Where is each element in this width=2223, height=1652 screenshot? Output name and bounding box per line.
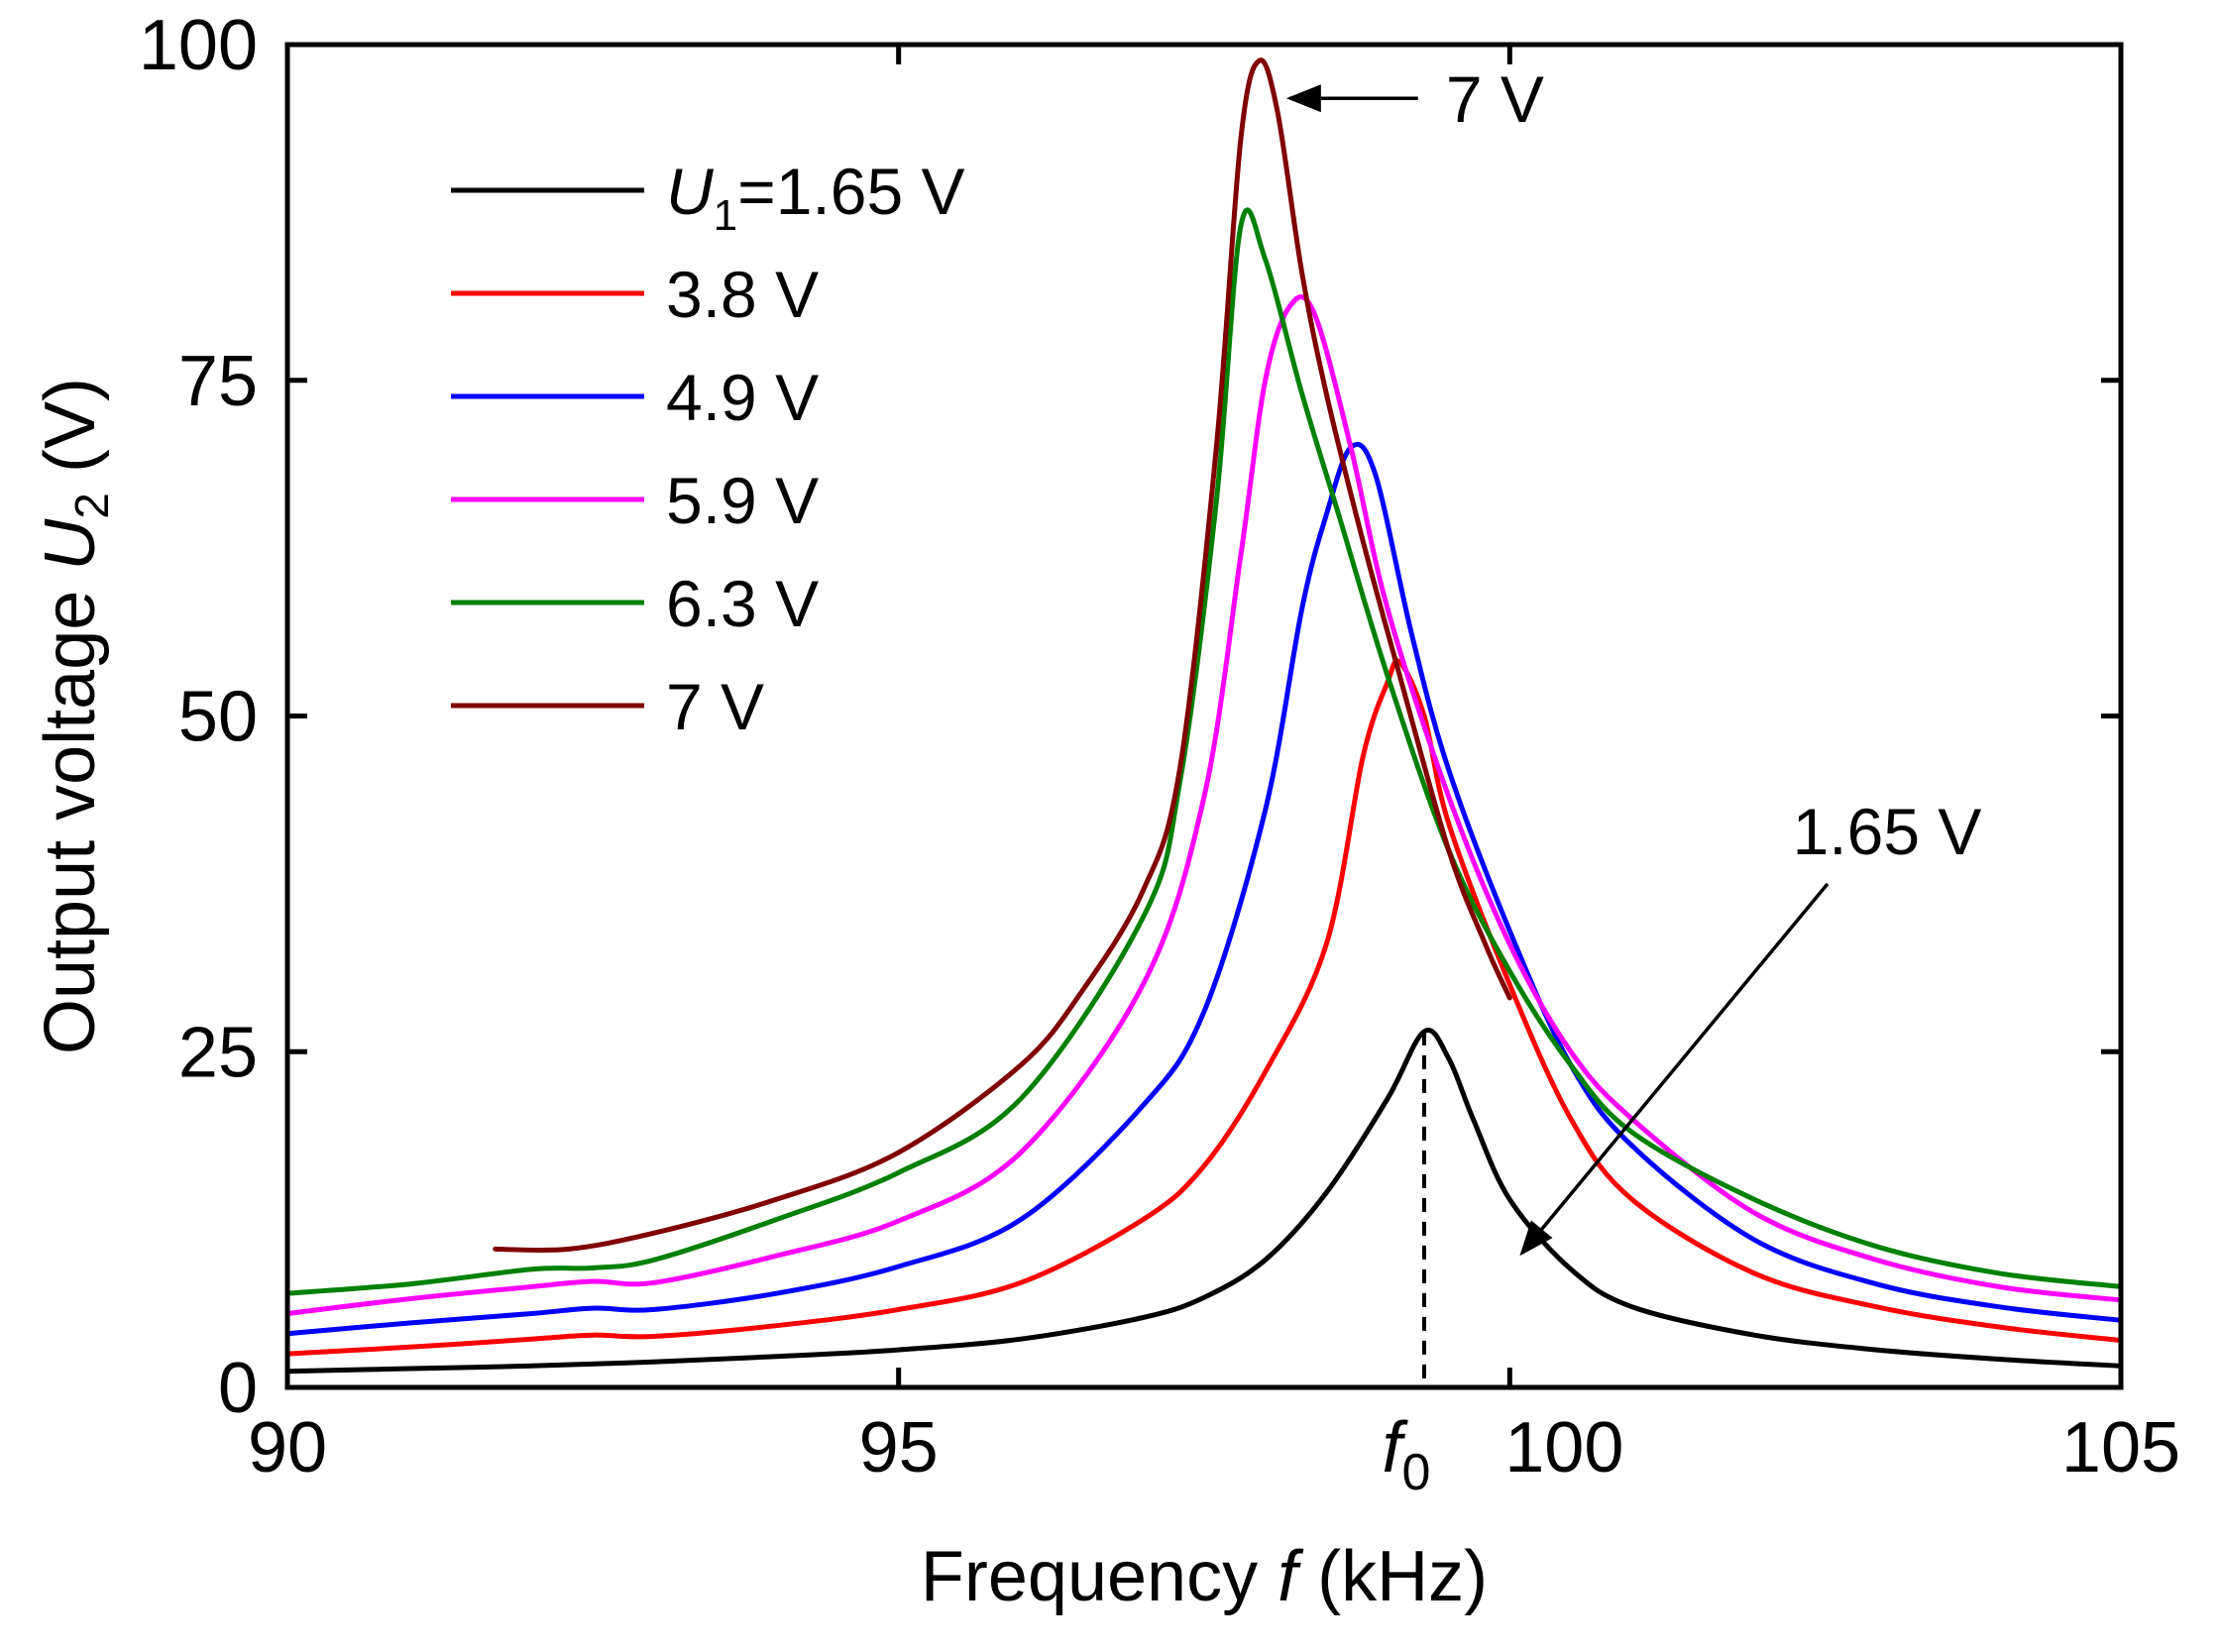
y-tick-label: 0: [218, 1349, 258, 1428]
series-line-2: [284, 441, 2124, 1337]
ticks-layer: 90 95 100 105 0 25 50 75 100: [139, 6, 2180, 1487]
legend-label-3: 5.9 V: [666, 464, 819, 537]
y-tick-label: 75: [178, 342, 258, 421]
x-axis-label: Frequency f (kHz): [921, 1537, 1488, 1616]
legend-label-0: U1=1.65 V: [666, 155, 965, 240]
y-tick-label: 25: [178, 1013, 258, 1092]
annotation-1-65v-label: 1.65 V: [1793, 795, 1982, 868]
y-axis-label: Output voltage U2 (V): [31, 378, 119, 1054]
plot-frame: [284, 42, 2124, 1390]
series-layer: [284, 57, 2124, 1375]
y-tick-label: 50: [178, 678, 258, 757]
x-tick-label: 90: [248, 1408, 327, 1487]
legend: U1=1.65 V 3.8 V 4.9 V 5.9 V 6.3 V 7 V: [451, 155, 965, 743]
x-tick-label: 95: [859, 1408, 939, 1487]
legend-label-4: 6.3 V: [666, 567, 819, 640]
series-line-5: [493, 57, 1512, 1254]
series-line-0: [284, 1028, 2124, 1375]
annotation-layer: 7 V 1.65 V: [1285, 62, 1982, 1257]
annotation-1-65v-arrow: [1519, 882, 1830, 1257]
legend-label-1: 3.8 V: [666, 258, 819, 331]
series-line-4: [284, 207, 2124, 1296]
legend-label-2: 4.9 V: [666, 361, 819, 434]
series-line-3: [284, 294, 2124, 1316]
f0-marker-layer: f0: [1383, 1031, 1431, 1501]
series-line-1: [284, 658, 2124, 1357]
x-tick-label: 105: [2061, 1408, 2180, 1487]
x-tick-label: 100: [1504, 1408, 1623, 1487]
annotation-7v-label: 7 V: [1446, 62, 1544, 136]
y-tick-label: 100: [139, 6, 258, 85]
legend-label-5: 7 V: [666, 670, 764, 743]
f0-label: f0: [1383, 1408, 1431, 1501]
